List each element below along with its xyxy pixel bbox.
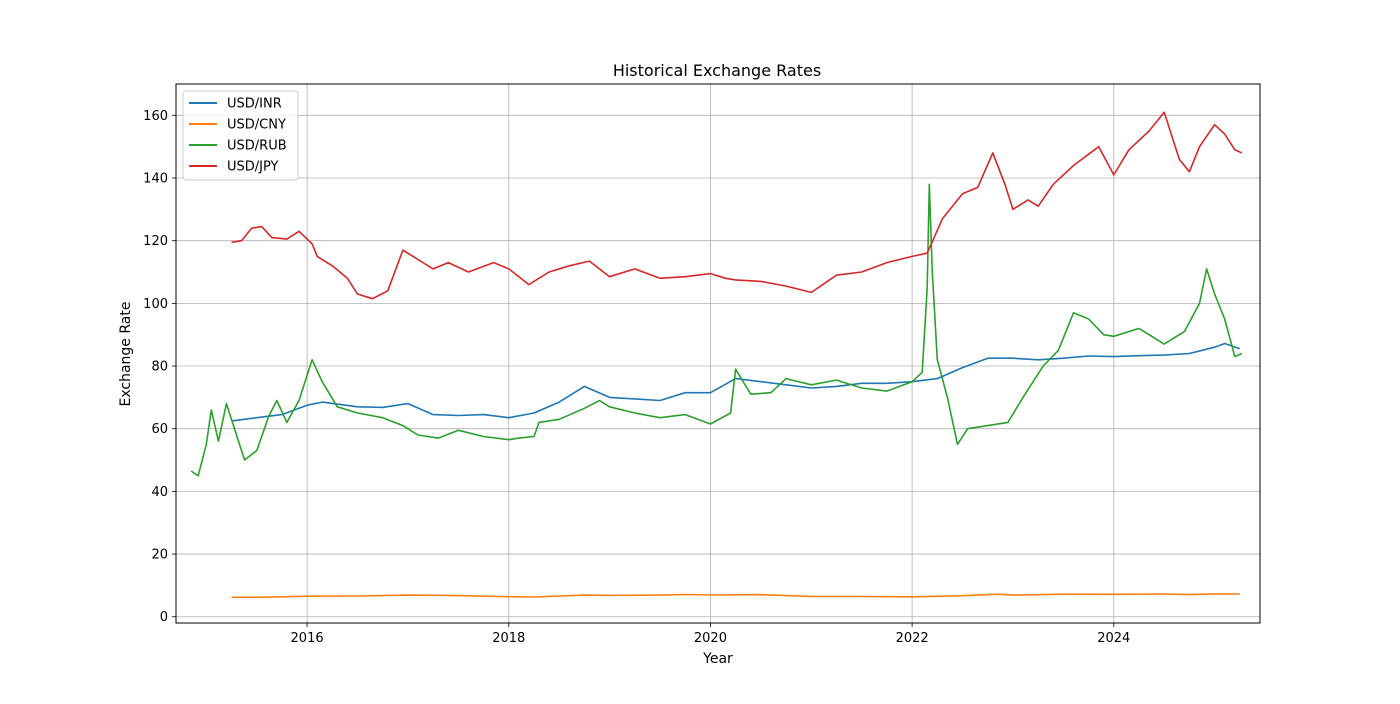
plot-frame: [175, 83, 1261, 624]
x-axis-label: Year: [702, 651, 733, 667]
legend-items: USD/INR USD/CNY USD/RUB USD/JPY: [189, 97, 287, 175]
legend-box: [182, 90, 299, 181]
series-line-usd-rub: [190, 183, 1243, 477]
series-line-usd-cny: [231, 593, 1240, 599]
x-tick-label: 2016: [291, 631, 324, 646]
y-tick-label: 40: [151, 485, 168, 500]
series-line-usd-inr: [231, 342, 1241, 422]
y-tick-label: 0: [160, 610, 168, 625]
y-tick-label: 20: [151, 548, 168, 563]
y-axis-label: Exchange Rate: [118, 302, 134, 407]
legend: USD/INR USD/CNY USD/RUB USD/JPY: [182, 90, 299, 181]
x-tick-label: 2018: [492, 631, 525, 646]
y-tick-label: 100: [143, 297, 168, 312]
y-tick-label: 60: [151, 422, 168, 437]
legend-label-usd-jpy: USD/JPY: [227, 160, 279, 175]
series-line-usd-jpy: [231, 111, 1243, 300]
x-tick-label: 2022: [896, 631, 929, 646]
legend-label-usd-inr: USD/INR: [227, 97, 282, 112]
legend-label-usd-cny: USD/CNY: [227, 118, 286, 133]
grid: [176, 84, 1260, 623]
x-tick-label: 2024: [1097, 631, 1130, 646]
axis-ticks: 2016 2018 2020 2022 2024 0 20 40 60 80 100 120 140 16…: [143, 109, 1130, 646]
y-tick-label: 140: [143, 172, 168, 187]
legend-label-usd-rub: USD/RUB: [227, 139, 287, 154]
y-tick-label: 80: [151, 360, 168, 375]
series-lines: [190, 111, 1243, 599]
y-tick-label: 120: [143, 234, 168, 249]
y-tick-label: 160: [143, 109, 168, 124]
chart-title: Historical Exchange Rates: [613, 61, 821, 80]
x-tick-label: 2020: [694, 631, 727, 646]
